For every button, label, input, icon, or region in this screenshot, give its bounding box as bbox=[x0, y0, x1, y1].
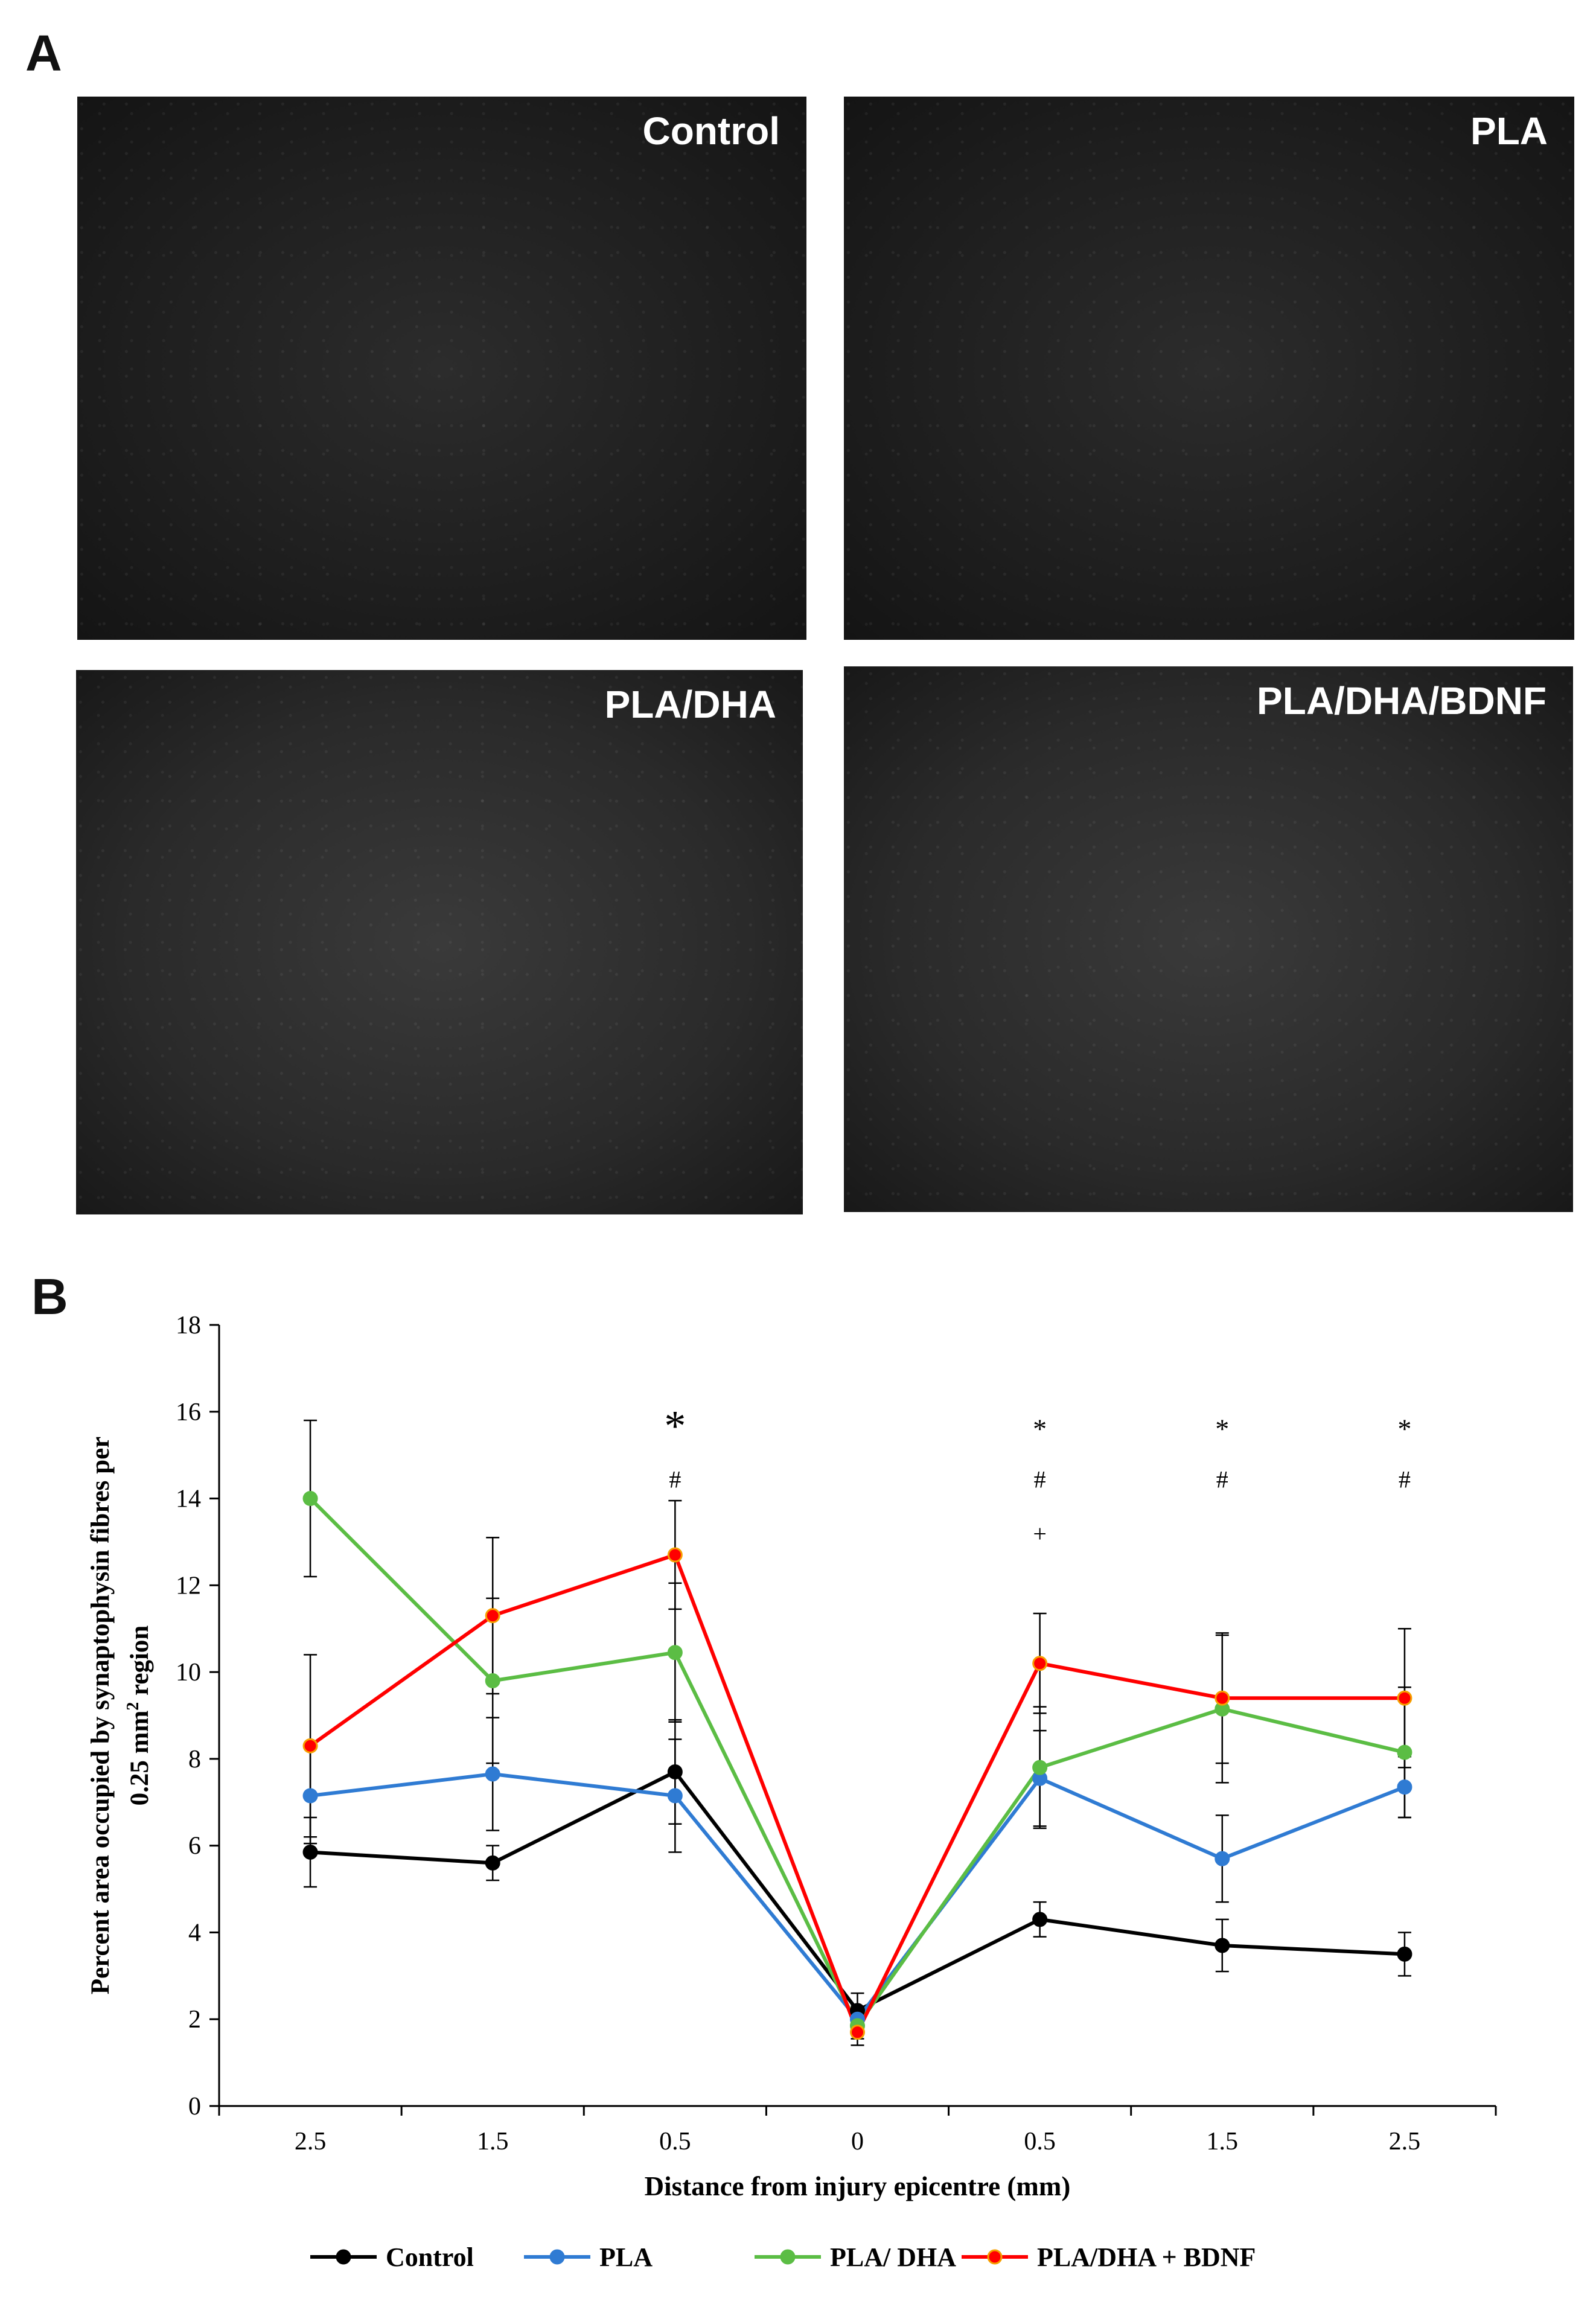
data-point bbox=[1215, 1851, 1230, 1866]
micrograph-pla-dha: PLA/DHA bbox=[76, 670, 803, 1214]
annotation-mark: # bbox=[1216, 1466, 1228, 1493]
data-point bbox=[1032, 1912, 1048, 1927]
annotation-mark: * bbox=[1397, 1414, 1411, 1444]
error-bars bbox=[304, 1419, 1411, 2046]
data-point bbox=[485, 1608, 500, 1624]
y-tick-label: 6 bbox=[188, 1833, 201, 1860]
data-point bbox=[485, 1673, 500, 1688]
data-point bbox=[667, 1788, 683, 1804]
significance-annotations: * # * # + * # * # bbox=[664, 1402, 1411, 1548]
data-point bbox=[1397, 1779, 1412, 1795]
data-point bbox=[1397, 1690, 1412, 1706]
panel-b-letter: B bbox=[31, 1268, 68, 1325]
series-line-3 bbox=[309, 1553, 1405, 2034]
x-tick-label: 2.5 bbox=[295, 2128, 327, 2155]
data-point bbox=[667, 1547, 683, 1563]
data-point bbox=[485, 1855, 500, 1871]
data-point bbox=[667, 1764, 683, 1779]
series-lines bbox=[308, 1497, 1406, 2034]
data-point bbox=[1032, 1760, 1048, 1775]
x-tick-label: 0 bbox=[851, 2128, 864, 2155]
data-point bbox=[667, 1645, 683, 1661]
x-tick-label: 2.5 bbox=[1389, 2128, 1421, 2155]
y-tick-label: 18 bbox=[176, 1312, 201, 1339]
y-tick-label: 8 bbox=[188, 1746, 201, 1773]
series-line-1 bbox=[310, 1772, 1406, 2021]
annotation-mark: # bbox=[669, 1466, 681, 1493]
annotation-mark: * bbox=[1215, 1414, 1229, 1444]
legend-swatch-marker bbox=[336, 2249, 351, 2265]
data-point bbox=[485, 1766, 500, 1782]
data-point bbox=[1215, 1938, 1230, 1953]
data-points bbox=[302, 1491, 1412, 2040]
x-tick-label: 0.5 bbox=[1024, 2128, 1056, 2155]
legend-label: PLA/DHA + BDNF bbox=[1037, 2242, 1256, 2272]
y-axis-label-line1: Percent area occupied by synaptophysin f… bbox=[86, 1437, 115, 1995]
micrograph-label-control: Control bbox=[642, 109, 780, 153]
micrograph-pla: PLA bbox=[844, 97, 1574, 640]
y-tick-label: 16 bbox=[176, 1399, 201, 1426]
micrograph-label-pla-dha: PLA/DHA bbox=[604, 683, 776, 726]
y-tick-label: 4 bbox=[188, 1919, 201, 1947]
y-tick-label: 14 bbox=[176, 1485, 201, 1513]
annotation-mark: * bbox=[1033, 1414, 1047, 1444]
legend-label: Control bbox=[386, 2242, 474, 2272]
data-point bbox=[1397, 1744, 1412, 1760]
data-point bbox=[302, 1788, 318, 1804]
panel-a-letter: A bbox=[25, 25, 62, 81]
data-point bbox=[302, 1738, 318, 1753]
data-point bbox=[1215, 1690, 1230, 1706]
annotation-mark: # bbox=[1399, 1466, 1411, 1493]
data-point bbox=[850, 2025, 865, 2040]
annotation-mark: # bbox=[1034, 1466, 1046, 1493]
legend-label: PLA bbox=[599, 2242, 653, 2272]
annotation-mark: * bbox=[664, 1402, 686, 1450]
legend-label: PLA/ DHA bbox=[830, 2242, 956, 2272]
y-axis-label-line2: 0.25 mm2 region bbox=[124, 1626, 154, 1806]
x-tick-label: 1.5 bbox=[1207, 2128, 1239, 2155]
data-point bbox=[1032, 1656, 1048, 1671]
micrograph-control: Control bbox=[77, 97, 806, 640]
y-tick-label: 2 bbox=[188, 2006, 201, 2034]
y-tick-label: 10 bbox=[176, 1659, 201, 1686]
legend-swatch-marker bbox=[549, 2249, 565, 2265]
micrograph-pla-dha-bdnf: PLA/DHA/BDNF bbox=[844, 666, 1573, 1212]
data-point bbox=[1397, 1946, 1412, 1962]
y-tick-label: 0 bbox=[188, 2093, 201, 2120]
x-tick-label: 1.5 bbox=[477, 2128, 509, 2155]
micrograph-label-pla: PLA bbox=[1470, 109, 1548, 153]
legend: Control PLA PLA/ DHA PLA/DHA + BDNF bbox=[310, 2242, 1256, 2272]
micrograph-label-pla-dha-bdnf: PLA/DHA/BDNF bbox=[1257, 679, 1547, 723]
x-axis-label: Distance from injury epicentre (mm) bbox=[645, 2171, 1071, 2201]
series-line-0 bbox=[310, 1770, 1405, 2012]
legend-swatch-marker bbox=[987, 2249, 1003, 2265]
chart-axes: 0 2 4 6 8 10 12 14 16 18 2.5 1.5 0.5 0 0.5 1.5 2.5 Distan… bbox=[86, 1312, 1497, 2201]
annotation-mark: + bbox=[1033, 1520, 1047, 1548]
data-point bbox=[302, 1491, 318, 1507]
x-tick-label: 0.5 bbox=[659, 2128, 691, 2155]
legend-swatch-marker bbox=[780, 2249, 796, 2265]
y-tick-label: 12 bbox=[176, 1572, 201, 1600]
line-chart: 0 2 4 6 8 10 12 14 16 18 2.5 1.5 0.5 0 0.5 1.5 2.5 Distan… bbox=[86, 1312, 1497, 2272]
data-point bbox=[302, 1844, 318, 1860]
